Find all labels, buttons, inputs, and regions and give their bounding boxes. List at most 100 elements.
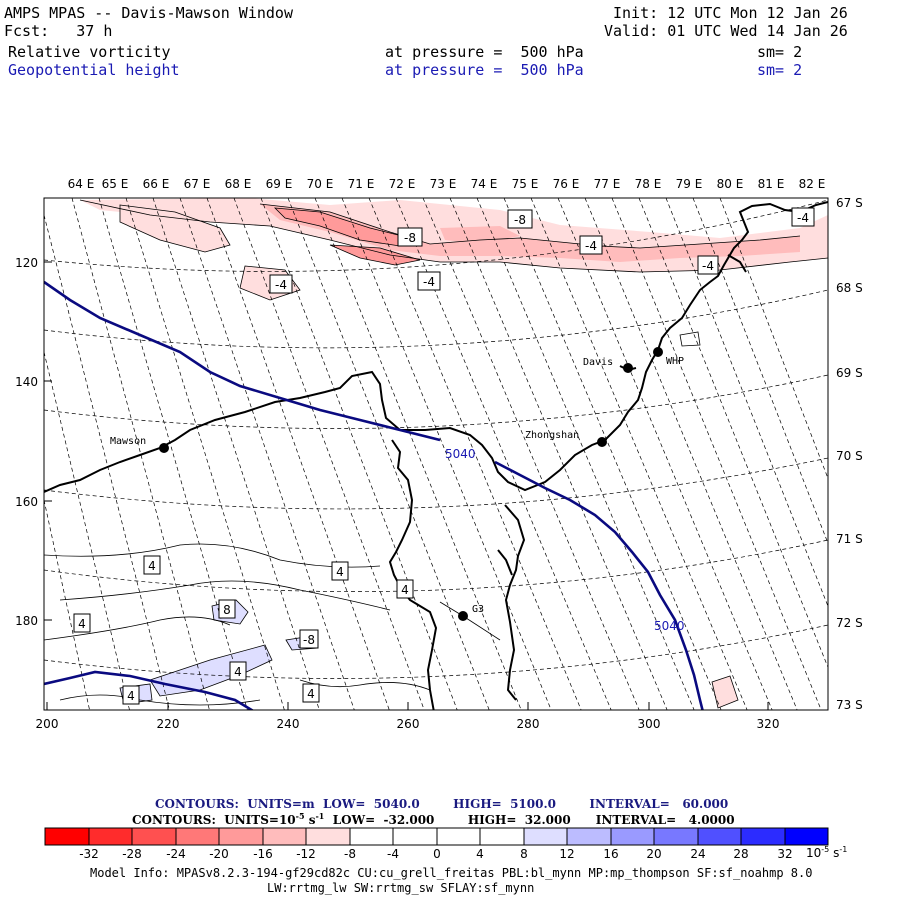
svg-text:4: 4 xyxy=(78,617,86,631)
vort-label: -4 xyxy=(417,271,441,291)
svg-text:260: 260 xyxy=(397,717,420,731)
svg-text:-20: -20 xyxy=(209,847,229,861)
svg-text:0: 0 xyxy=(433,847,441,861)
svg-text:4: 4 xyxy=(127,689,135,703)
vort-label: 4 xyxy=(302,683,320,703)
svg-text:-8: -8 xyxy=(514,213,526,227)
svg-text:240: 240 xyxy=(277,717,300,731)
svg-text:67 S: 67 S xyxy=(836,196,863,210)
vort-label: -8 xyxy=(299,629,319,649)
svg-text:64 E: 64 E xyxy=(68,177,95,191)
vort-label: 4 xyxy=(143,555,161,575)
svg-text:-8: -8 xyxy=(303,633,315,647)
station-dot xyxy=(653,347,663,357)
vort-label: -4 xyxy=(269,274,293,294)
model-info-physics: LW:rrtmg_lw SW:rrtmg_sw SFLAY:sf_mynn xyxy=(267,881,535,895)
svg-text:80 E: 80 E xyxy=(717,177,744,191)
svg-text:12: 12 xyxy=(559,847,574,861)
svg-text:4: 4 xyxy=(401,583,409,597)
svg-text:20: 20 xyxy=(646,847,661,861)
init-time: Init: 12 UTC Mon 12 Jan 26 xyxy=(613,4,848,22)
svg-text:-32: -32 xyxy=(79,847,99,861)
height-contour-info: CONTOURS: UNITS=m LOW= 5040.0 HIGH= 5100… xyxy=(155,797,729,811)
vorticity-labels: -8 -8 -4 -4 -4 -4 -4 4 4 4 4 4 8 -8 4 4 xyxy=(73,207,815,705)
svg-text:120: 120 xyxy=(15,256,38,270)
svg-text:320: 320 xyxy=(757,717,780,731)
svg-text:72 E: 72 E xyxy=(389,177,416,191)
field2-level: at pressure = 500 hPa xyxy=(385,61,584,79)
longitude-labels: 64 E 65 E 66 E 67 E 68 E 69 E 70 E 71 E … xyxy=(68,177,826,191)
vort-label: 4 xyxy=(229,661,247,681)
svg-text:70 S: 70 S xyxy=(836,449,863,463)
svg-text:81 E: 81 E xyxy=(758,177,785,191)
field1-name: Relative vorticity xyxy=(8,43,171,61)
svg-text:-8: -8 xyxy=(344,847,356,861)
svg-text:4: 4 xyxy=(336,565,344,579)
plot-title: AMPS MPAS -- Davis-Mawson Window xyxy=(4,4,293,22)
svg-text:77 E: 77 E xyxy=(594,177,621,191)
svg-text:65 E: 65 E xyxy=(102,177,129,191)
vort-label: 4 xyxy=(331,561,349,581)
field2-name: Geopotential height xyxy=(8,61,180,79)
svg-text:-4: -4 xyxy=(423,275,435,289)
svg-text:79 E: 79 E xyxy=(676,177,703,191)
svg-text:70 E: 70 E xyxy=(307,177,334,191)
height-label: 5040 xyxy=(654,619,685,633)
stations: Mawson Davis WHP Zhongshan G3 xyxy=(110,347,684,641)
svg-text:4: 4 xyxy=(234,665,242,679)
svg-text:-24: -24 xyxy=(166,847,186,861)
field2-smooth: sm= 2 xyxy=(757,61,803,79)
vort-label: 8 xyxy=(218,599,236,619)
svg-text:76 E: 76 E xyxy=(553,177,580,191)
svg-text:78 E: 78 E xyxy=(635,177,662,191)
svg-text:73 E: 73 E xyxy=(430,177,457,191)
y-axis-ticks: 120 140 160 180 xyxy=(15,256,52,628)
vort-label: 4 xyxy=(122,685,140,705)
svg-text:-8: -8 xyxy=(404,231,416,245)
coastline xyxy=(44,201,828,710)
x-axis-ticks: 200 220 240 260 280 300 320 xyxy=(36,702,780,731)
vort-label: 4 xyxy=(73,613,91,633)
map-frame xyxy=(43,197,829,711)
vort-label: -4 xyxy=(697,255,719,275)
svg-text:180: 180 xyxy=(15,614,38,628)
svg-text:74 E: 74 E xyxy=(471,177,498,191)
svg-text:72 S: 72 S xyxy=(836,616,863,630)
svg-text:8: 8 xyxy=(520,847,528,861)
svg-text:280: 280 xyxy=(517,717,540,731)
svg-text:-28: -28 xyxy=(122,847,142,861)
colorbar-labels: -32 -28 -24 -20 -16 -12 -8 -4 0 4 8 12 1… xyxy=(79,847,792,861)
svg-text:69 E: 69 E xyxy=(266,177,293,191)
svg-text:24: 24 xyxy=(690,847,705,861)
station-label: Mawson xyxy=(110,436,146,447)
field1-smooth: sm= 2 xyxy=(757,43,803,61)
latitude-labels: 67 S 68 S 69 S 70 S 71 S 72 S 73 S xyxy=(836,196,863,712)
svg-text:-16: -16 xyxy=(253,847,273,861)
svg-text:220: 220 xyxy=(157,717,180,731)
svg-text:32: 32 xyxy=(777,847,792,861)
svg-text:-12: -12 xyxy=(296,847,316,861)
svg-text:66 E: 66 E xyxy=(143,177,170,191)
svg-text:8: 8 xyxy=(223,603,231,617)
svg-text:4: 4 xyxy=(148,559,156,573)
svg-text:68 E: 68 E xyxy=(225,177,252,191)
vort-label: 4 xyxy=(396,579,414,599)
model-info: Model Info: MPASv8.2.3-194-gf29cd82c CU:… xyxy=(90,866,813,880)
colorbar-units: 10-5 s-1 xyxy=(806,845,847,860)
svg-text:-4: -4 xyxy=(275,278,287,292)
station-label: G3 xyxy=(472,604,484,615)
vort-label: -4 xyxy=(579,235,603,255)
vorticity-contour-info: CONTOURS: UNITS=10-5 s-1 LOW= -32.000 HI… xyxy=(132,811,735,827)
vort-label: -8 xyxy=(397,227,423,247)
svg-text:10-5 s-1: 10-5 s-1 xyxy=(806,845,847,860)
height-label: 5040 xyxy=(445,447,476,461)
svg-text:71 E: 71 E xyxy=(348,177,375,191)
longitude-lines xyxy=(44,198,828,710)
vorticity-contours xyxy=(44,199,828,709)
svg-text:75 E: 75 E xyxy=(512,177,539,191)
station-dot xyxy=(159,443,169,453)
svg-text:4: 4 xyxy=(307,687,315,701)
colorbar xyxy=(44,827,829,846)
svg-text:69 S: 69 S xyxy=(836,366,863,380)
svg-text:300: 300 xyxy=(638,717,661,731)
